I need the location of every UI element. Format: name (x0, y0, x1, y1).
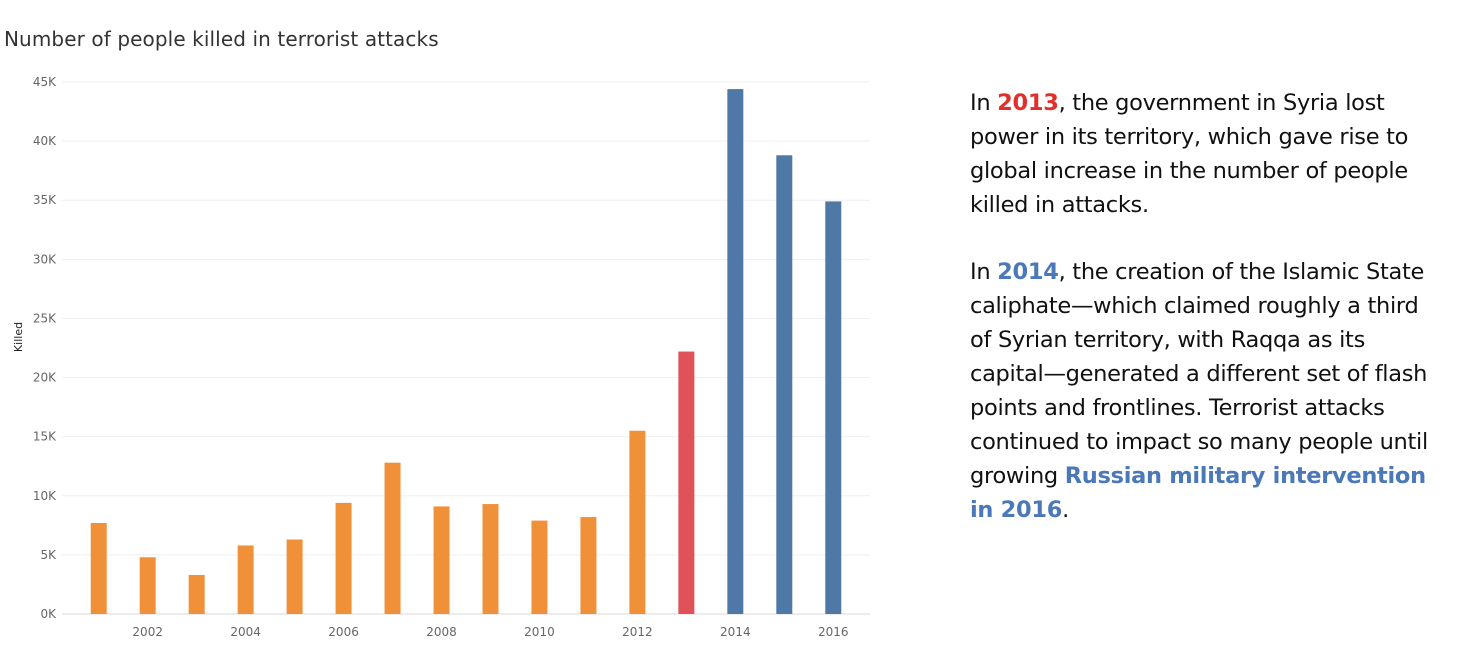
y-tick-label: 45K (33, 75, 57, 89)
y-tick-label: 20K (33, 371, 57, 385)
y-tick-label: 5K (40, 548, 57, 562)
y-axis-ticks: 0K 5K 10K 15K 20K 25K 30K 35K 40K 45K (33, 75, 57, 621)
bar-2006[interactable] (335, 502, 352, 614)
bar-2008[interactable] (433, 506, 450, 614)
highlight-2013: 2013 (997, 90, 1059, 116)
x-tick-label: 2016 (818, 625, 849, 639)
bar-2014[interactable] (727, 89, 744, 615)
x-tick-label: 2012 (622, 625, 653, 639)
annotation-paragraph-2013: In 2013, the government in Syria lost po… (970, 90, 1409, 218)
bar-2004[interactable] (237, 545, 254, 614)
bar-2010[interactable] (531, 520, 548, 614)
bar-2001[interactable] (90, 522, 107, 614)
x-tick-label: 2002 (132, 625, 163, 639)
x-tick-label: 2008 (426, 625, 457, 639)
bar-2009[interactable] (482, 504, 499, 614)
x-tick-label: 2006 (328, 625, 359, 639)
gridlines (62, 81, 870, 615)
y-tick-label: 10K (33, 489, 57, 503)
y-axis-label: Killed (12, 322, 25, 352)
x-axis-ticks: 2002 2004 2006 2008 2010 2012 2014 2016 (132, 625, 848, 639)
y-tick-label: 35K (33, 193, 57, 207)
highlight-russian-intervention: Russian military intervention in 2016 (970, 463, 1426, 523)
bar-2002[interactable] (139, 557, 156, 614)
annotation-paragraph-2014: In 2014, the creation of the Islamic Sta… (970, 259, 1428, 523)
bar-2016[interactable] (825, 201, 842, 614)
y-tick-label: 0K (40, 607, 57, 621)
bar-2015[interactable] (776, 155, 793, 614)
bar-2013[interactable] (678, 351, 695, 614)
highlight-2014: 2014 (997, 259, 1059, 285)
y-tick-label: 25K (33, 311, 57, 325)
x-tick-label: 2004 (230, 625, 261, 639)
bars (90, 89, 842, 615)
x-tick-label: 2010 (524, 625, 555, 639)
annotation-text: In 2013, the government in Syria lost po… (970, 86, 1440, 560)
bar-2012[interactable] (629, 430, 646, 614)
bar-2011[interactable] (580, 517, 597, 614)
x-tick-label: 2014 (720, 625, 751, 639)
chart-title: Number of people killed in terrorist att… (4, 27, 439, 51)
y-tick-label: 30K (33, 252, 57, 266)
y-tick-label: 15K (33, 430, 57, 444)
bar-2007[interactable] (384, 462, 401, 614)
bar-2005[interactable] (286, 539, 303, 614)
bar-2003[interactable] (188, 574, 205, 614)
y-tick-label: 40K (33, 134, 57, 148)
